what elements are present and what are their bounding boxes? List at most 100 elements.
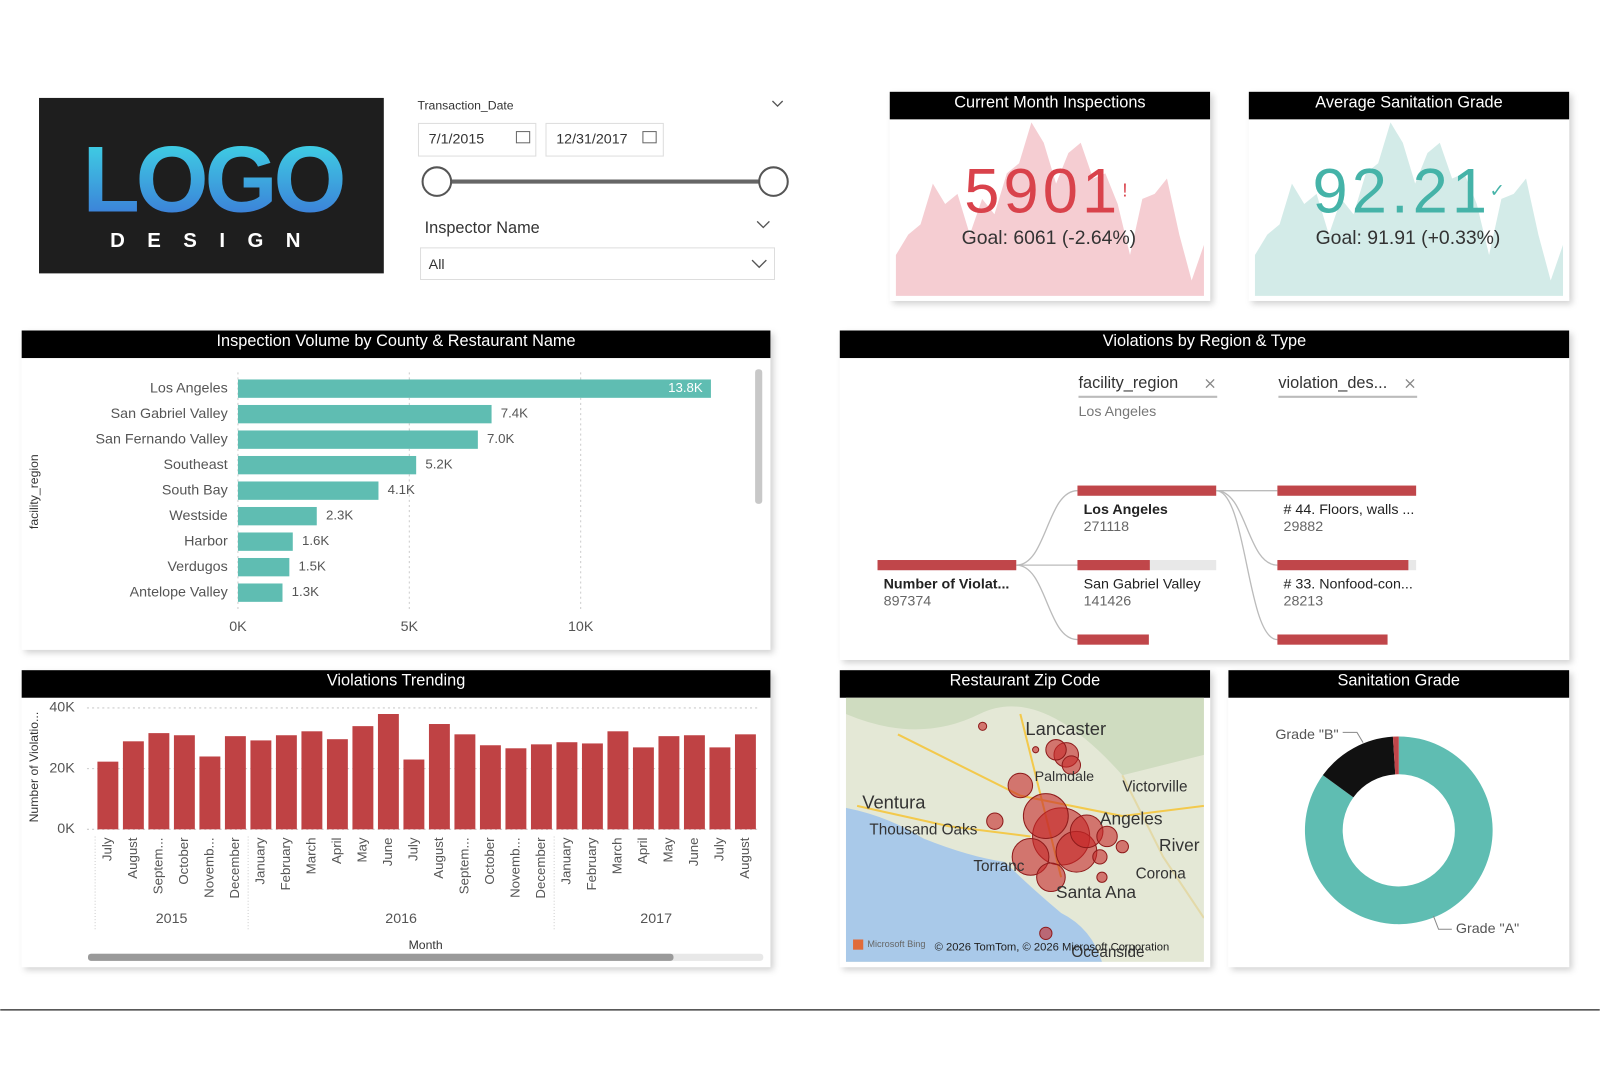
node-label: Number of Violat... bbox=[884, 576, 1010, 592]
place-label: Thousand Oaks bbox=[869, 821, 977, 838]
node-label: San Gabriel Valley bbox=[1084, 576, 1202, 592]
donut-slice bbox=[1304, 736, 1493, 925]
scrollbar bbox=[755, 369, 763, 504]
bar bbox=[556, 742, 578, 830]
x-tick-label: August bbox=[431, 837, 446, 879]
node-value: 29882 bbox=[1284, 519, 1324, 535]
chevron[interactable] bbox=[756, 220, 770, 229]
bar bbox=[326, 739, 348, 830]
y-tick-label: San Fernando Valley bbox=[96, 431, 229, 447]
panel-title: Restaurant Zip Code bbox=[950, 672, 1101, 690]
inspector-label: Inspector Name bbox=[425, 219, 540, 237]
bar bbox=[173, 735, 195, 830]
column-header: violation_des... bbox=[1278, 374, 1387, 392]
x-tick-label: April bbox=[329, 837, 344, 864]
x-tick-label: June bbox=[686, 837, 701, 866]
scrollbar bbox=[87, 953, 674, 961]
place-label: Angeles bbox=[1100, 809, 1163, 829]
bar bbox=[403, 759, 425, 830]
node-label: # 33. Nonfood-con... bbox=[1284, 576, 1413, 592]
bar bbox=[709, 747, 731, 830]
end-date-box[interactable] bbox=[545, 122, 664, 157]
location-bubble bbox=[1036, 862, 1066, 893]
place-label: River bbox=[1159, 835, 1200, 855]
bar bbox=[237, 404, 492, 424]
kpi-status: ! bbox=[1122, 180, 1127, 201]
y-tick-label: San Gabriel Valley bbox=[111, 406, 229, 422]
place-label: Oceanside bbox=[1071, 944, 1144, 961]
x-tick-label: 10K bbox=[568, 619, 594, 635]
x-tick-label: August bbox=[125, 837, 140, 879]
y-tick-label: Southeast bbox=[163, 457, 227, 473]
bar bbox=[734, 734, 756, 830]
connector bbox=[1016, 489, 1078, 566]
bar bbox=[301, 731, 323, 830]
mountains bbox=[845, 697, 1204, 776]
y-tick-label: Antelope Valley bbox=[130, 584, 229, 600]
x-tick-label: July bbox=[405, 837, 420, 861]
bar bbox=[530, 744, 552, 830]
x-tick-label: May bbox=[354, 837, 369, 862]
panel-title: Sanitation Grade bbox=[1338, 672, 1460, 690]
kpi-goal: Goal: 91.91 (+0.33%) bbox=[1316, 227, 1501, 249]
x-tick-label: Septem... bbox=[456, 837, 471, 894]
location-bubble bbox=[1115, 840, 1129, 854]
place-label: Lancaster bbox=[1025, 718, 1106, 739]
node-value: 141426 bbox=[1084, 594, 1132, 610]
x-tick-label: August bbox=[737, 837, 752, 879]
x-group-label: 2016 bbox=[385, 911, 417, 927]
sparkline-area bbox=[1254, 122, 1564, 296]
panel-title: Violations Trending bbox=[327, 672, 465, 690]
location-bubble bbox=[1096, 825, 1118, 848]
value-label: 7.4K bbox=[501, 406, 528, 421]
bar bbox=[237, 583, 283, 602]
node-bar bbox=[1077, 560, 1150, 571]
place-label: Torranc bbox=[973, 858, 1024, 875]
panel-title: Inspection Volume by County & Restaurant… bbox=[217, 332, 576, 350]
calendar-icon[interactable] bbox=[642, 131, 657, 144]
x-tick-label: February bbox=[278, 837, 293, 890]
kpi-status: ✓ bbox=[1490, 180, 1505, 201]
x-tick-label: December bbox=[227, 837, 242, 899]
map-copyright: © 2026 TomTom, © 2026 Microsoft Corporat… bbox=[935, 942, 1170, 954]
node-bar bbox=[1077, 485, 1217, 496]
x-tick-label: January bbox=[558, 837, 573, 885]
bar bbox=[237, 430, 478, 449]
remove-icon bbox=[1405, 378, 1415, 389]
x-tick-label: February bbox=[584, 837, 599, 890]
node-bar-partial bbox=[1077, 634, 1149, 645]
x-axis-label: Month bbox=[409, 938, 443, 952]
bar bbox=[275, 735, 297, 830]
value-label: 1.6K bbox=[302, 533, 329, 548]
panel-header bbox=[1228, 670, 1570, 698]
x-tick-label: June bbox=[380, 837, 395, 866]
map: Lancaster Palmdale Victorville Ventura Thous… bbox=[845, 697, 1204, 962]
y-tick-label: Los Angeles bbox=[150, 380, 228, 396]
y-tick-label: South Bay bbox=[162, 482, 229, 498]
chevron[interactable] bbox=[751, 259, 767, 269]
slider-handle[interactable] bbox=[421, 166, 453, 197]
bar bbox=[224, 736, 246, 830]
tree: facility_region violation_des... Los Angel… bbox=[877, 374, 1418, 645]
x-group-label: 2017 bbox=[640, 911, 672, 927]
calendar-icon[interactable] bbox=[515, 131, 531, 144]
panel-header bbox=[889, 91, 1211, 120]
place-label: Corona bbox=[1136, 865, 1187, 882]
x-tick-label: January bbox=[252, 837, 267, 885]
column-header: facility_region bbox=[1078, 374, 1178, 392]
x-tick-label: October bbox=[482, 837, 497, 885]
location-bubble bbox=[978, 721, 988, 731]
bar bbox=[237, 532, 293, 551]
inspector-dropdown[interactable] bbox=[420, 247, 776, 281]
chevron[interactable] bbox=[771, 100, 784, 108]
location-bubble bbox=[1039, 926, 1053, 941]
value-label: 7.0K bbox=[487, 431, 514, 446]
remove-icon bbox=[1205, 378, 1215, 389]
slider-handle[interactable] bbox=[758, 166, 789, 197]
node-bar-partial bbox=[1277, 634, 1388, 645]
bar bbox=[479, 745, 501, 830]
panel-header bbox=[21, 670, 771, 698]
slice-label: Grade "A" bbox=[1456, 921, 1519, 937]
place-label: Victorville bbox=[1122, 779, 1187, 796]
